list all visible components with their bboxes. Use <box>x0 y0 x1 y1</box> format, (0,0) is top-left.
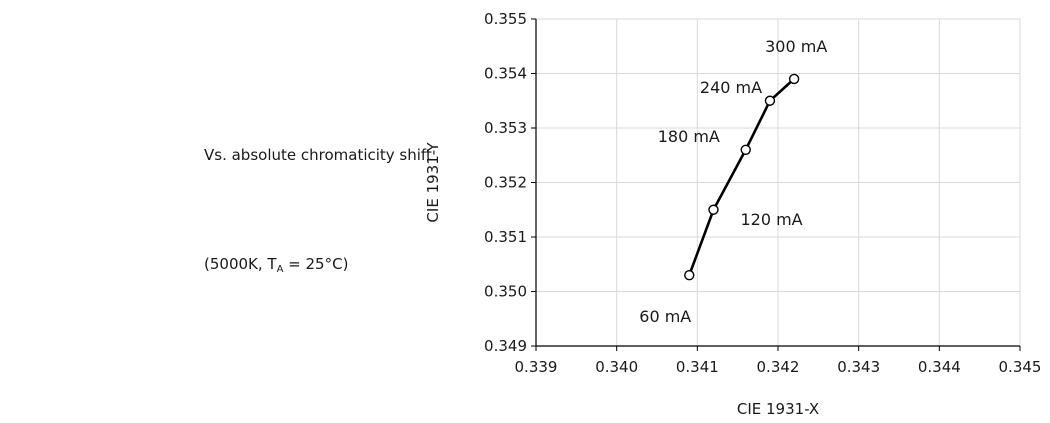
data-point-label: 240 mA <box>700 78 762 97</box>
data-point-marker <box>684 269 695 281</box>
data-point-marker <box>764 95 776 106</box>
y-tick-label: 0.349 <box>484 337 527 355</box>
data-point-marker <box>740 144 751 156</box>
y-tick-label: 0.350 <box>484 283 527 301</box>
caption-condition-subscript: A <box>276 264 284 275</box>
data-point-label: 120 mA <box>740 210 802 229</box>
y-tick-label: 0.353 <box>484 119 527 137</box>
caption-text: Vs. absolute chromaticity shift <box>204 146 432 164</box>
chart-series <box>684 73 800 281</box>
x-tick-label: 0.341 <box>676 358 719 376</box>
x-tick-label: 0.344 <box>918 358 961 376</box>
y-axis-title: CIE 1931-Y <box>424 142 442 223</box>
x-tick-label: 0.340 <box>595 358 638 376</box>
data-point-label: 300 mA <box>765 37 827 56</box>
y-tick-label: 0.354 <box>484 65 527 83</box>
x-tick-label: 0.345 <box>999 358 1042 376</box>
data-point-label: 180 mA <box>658 127 720 146</box>
chart-point-labels: 60 mA 120 mA 180 mA 240 mA 300 mA <box>639 37 827 326</box>
chart-caption-line-2: (5000K, TA = 25°C) <box>204 255 349 275</box>
x-tick-label: 0.343 <box>837 358 880 376</box>
x-tick-label: 0.339 <box>515 358 558 376</box>
caption-condition-suffix: = 25°C) <box>283 255 349 273</box>
data-point-marker <box>788 73 800 85</box>
y-tick-label: 0.351 <box>484 228 527 246</box>
x-tick-label: 0.342 <box>757 358 800 376</box>
chart-grid <box>535 18 1021 347</box>
x-axis-title: CIE 1931-X <box>737 400 819 418</box>
data-point-marker <box>708 204 719 215</box>
chart-caption-line-1: Vs. absolute chromaticity shift <box>204 146 432 164</box>
data-point-label: 60 mA <box>639 307 691 326</box>
y-tick-label: 0.352 <box>484 174 527 192</box>
caption-condition-prefix: (5000K, T <box>204 255 277 273</box>
y-tick-label: 0.355 <box>484 10 527 28</box>
chart-axes: 0.339 0.340 0.341 0.342 0.343 0.344 0.345 0.349… <box>484 10 1041 376</box>
